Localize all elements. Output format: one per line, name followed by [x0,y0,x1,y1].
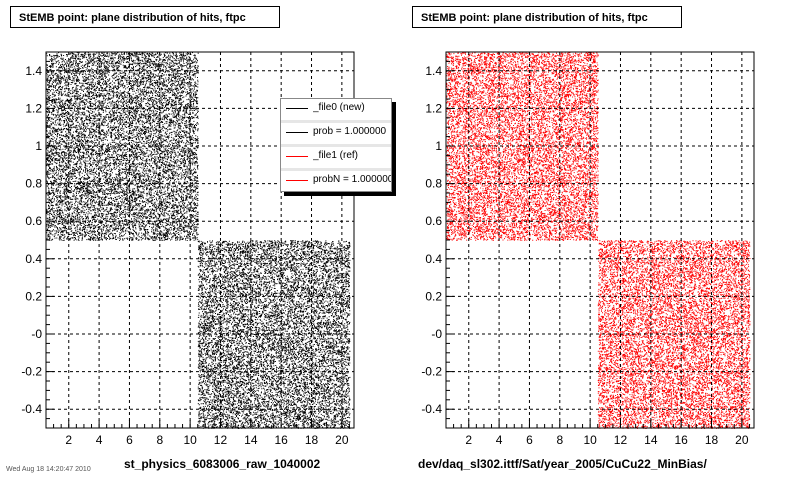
y-tick-label: -0.2 [21,365,42,379]
y-tick-label: 1.2 [425,101,442,115]
right-plot-title: StEMB point: plane distribution of hits,… [412,6,682,28]
y-tick-label: 0.4 [425,252,442,266]
x-tick-label: 20 [335,433,349,447]
y-tick-label: -0.4 [21,402,42,416]
y-tick-label: -0.4 [421,402,442,416]
y-tick-label: 0.2 [425,289,442,303]
x-tick-label: 10 [583,433,597,447]
legend-swatch [286,180,308,181]
scatter-points [446,52,599,241]
x-tick-label: 14 [244,433,258,447]
x-tick-label: 2 [65,433,72,447]
y-tick-label: 0.6 [425,214,442,228]
y-tick-label: 1 [435,139,442,153]
y-tick-label: 1.2 [25,101,42,115]
right-x-axis-label: dev/daq_sl302.ittf/Sat/year_2005/CuCu22_… [418,457,707,471]
x-tick-label: 6 [526,433,533,447]
scatter-points [46,52,199,241]
y-tick-label: 0.4 [25,252,42,266]
legend: _file0 (new) prob = 1.000000 _file1 (ref… [280,98,392,192]
y-tick-label: 1.4 [25,64,42,78]
y-tick-label: 0.8 [425,177,442,191]
scatter-points [597,240,751,429]
x-tick-label: 10 [183,433,197,447]
y-tick-label: -0.2 [421,365,442,379]
x-tick-label: 8 [556,433,563,447]
x-tick-label: 14 [644,433,658,447]
y-tick-label: 1 [35,139,42,153]
y-tick-label: 0.8 [25,177,42,191]
x-tick-label: 12 [614,433,628,447]
y-tick-label: -0 [31,327,42,341]
legend-entry-prob: prob = 1.000000 [281,123,391,143]
left-plot-title: StEMB point: plane distribution of hits,… [10,6,280,28]
legend-label: _file0 (new) [313,102,365,113]
legend-swatch [286,108,308,109]
x-tick-label: 4 [496,433,503,447]
y-tick-label: 0.6 [25,214,42,228]
x-tick-label: 6 [126,433,133,447]
x-tick-label: 16 [274,433,288,447]
x-tick-label: 4 [96,433,103,447]
left-x-axis-label: st_physics_6083006_raw_1040002 [124,457,321,471]
grid [446,52,754,428]
x-tick-label: 8 [156,433,163,447]
y-tick-label: 1.4 [425,64,442,78]
x-tick-label: 16 [674,433,688,447]
x-tick-label: 20 [735,433,749,447]
legend-swatch [286,132,308,133]
x-tick-label: 2 [465,433,472,447]
right-plot: 2 4 6 8 10 12 14 16 18 20 1.4 1.2 1 0.8 0.6 0.4 0.2 -0 -0.… [421,51,755,447]
legend-label: prob = 1.000000 [313,126,387,137]
y-tick-label: 0.2 [25,289,42,303]
left-plot: 2 4 6 8 10 12 14 16 18 20 1.4 1.2 1 0.8 0.6 0.4 0.2 -0 -0.… [21,51,355,447]
legend-label: _file1 (ref) [313,150,359,161]
scatter-region [46,52,199,241]
scatter-region [597,240,751,429]
y-tick-label: -0 [431,327,442,341]
legend-label: probN = 1.000000 [313,174,391,185]
legend-swatch [286,156,308,157]
legend-entry-probn: probN = 1.000000 [281,171,391,191]
legend-entry-new: _file0 (new) [281,99,391,119]
x-tick-label: 18 [705,433,719,447]
x-tick-label: 18 [305,433,319,447]
x-tick-label: 12 [214,433,228,447]
timestamp: Wed Aug 18 14:20:47 2010 [6,466,91,473]
legend-entry-ref: _file1 (ref) [281,147,391,167]
scatter-region [446,52,599,241]
